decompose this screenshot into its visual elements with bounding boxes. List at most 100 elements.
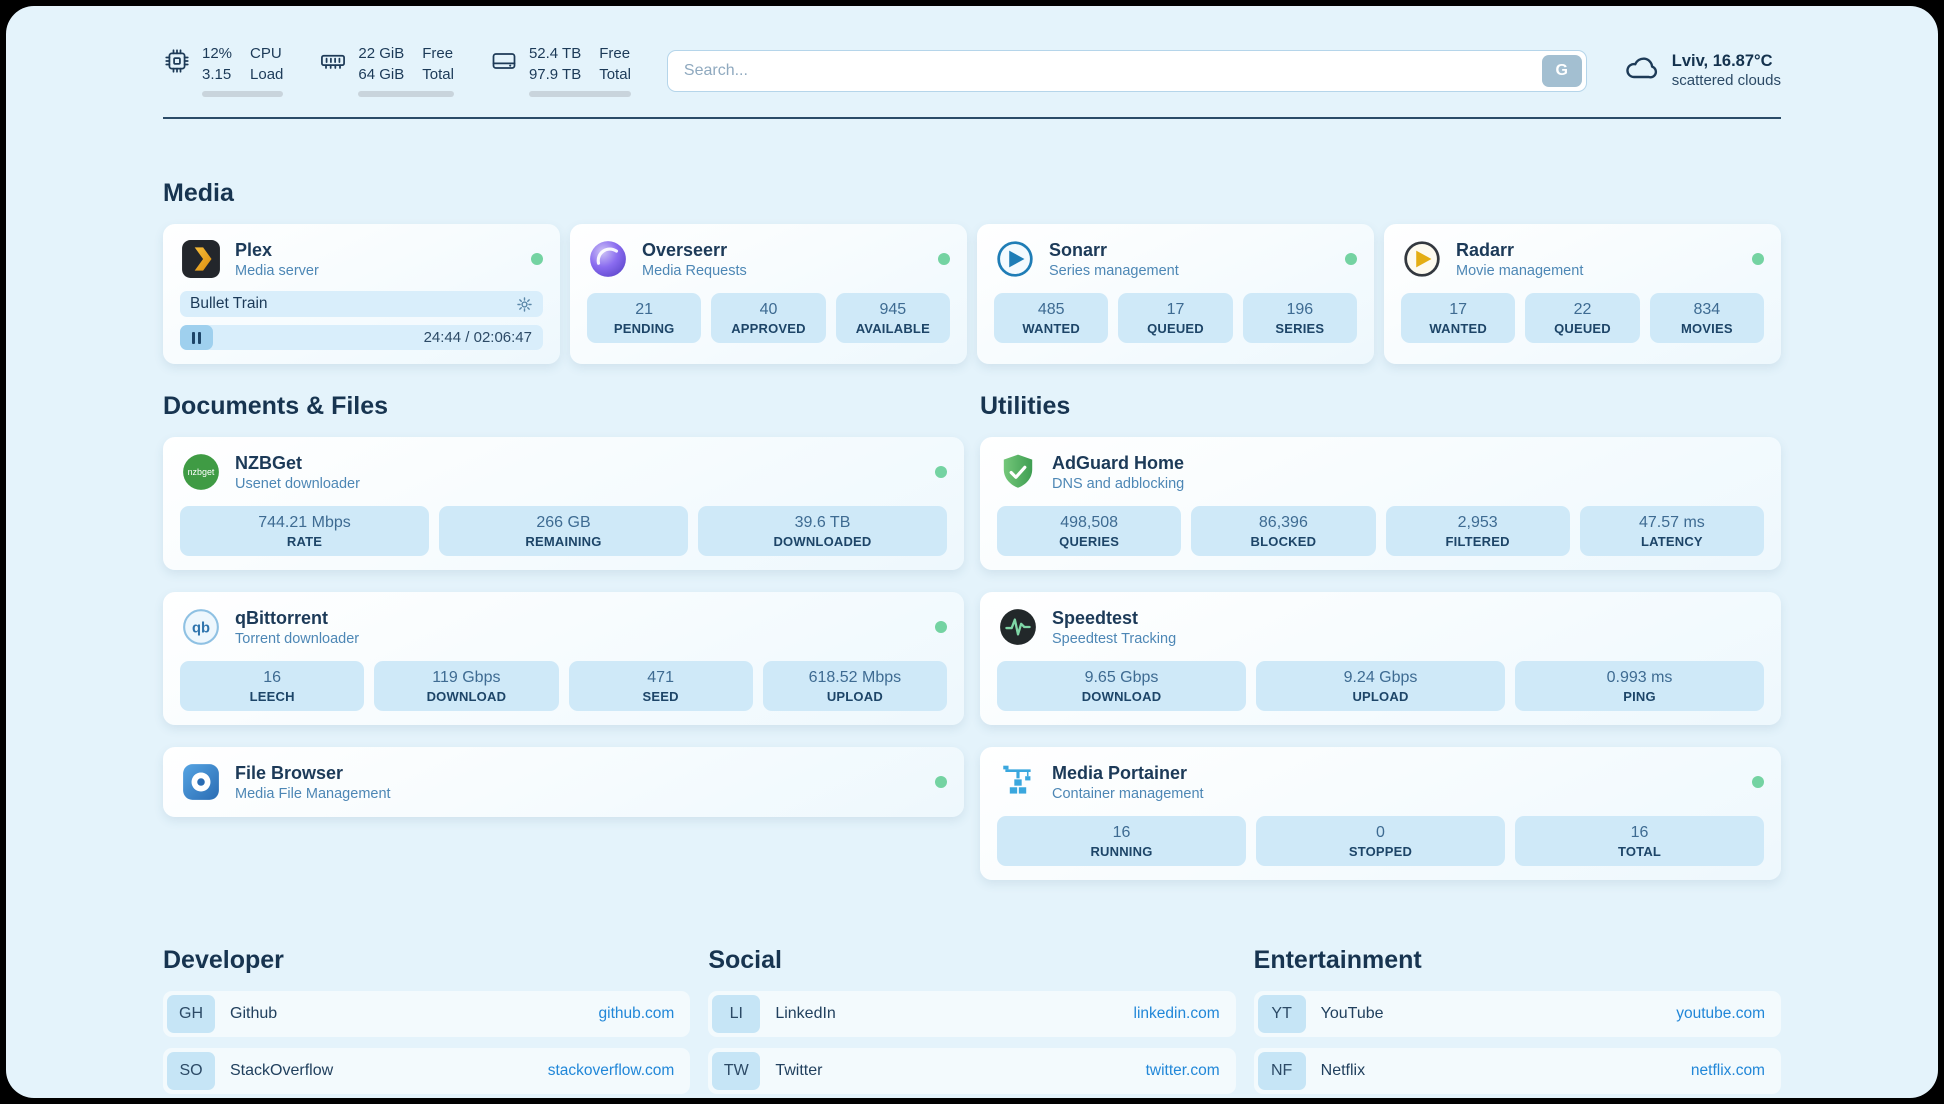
stat-value: 17 [1449,301,1468,318]
playback-time: 24:44 / 02:06:47 [423,329,532,346]
service-name: Radarr [1456,239,1515,260]
service-name: File Browser [235,762,344,783]
stat-box: 485 WANTED [994,293,1109,343]
stat-box: 22 QUEUED [1525,293,1640,343]
stat-value: 119 Gbps [432,669,501,686]
service-card-filebrowser[interactable]: File Browser Media File Management [163,747,964,817]
bookmark-name: LinkedIn [775,1005,836,1022]
bookmark-abbr: YT [1257,995,1306,1033]
service-name: Speedtest [1052,607,1139,628]
status-dot [1752,776,1764,788]
service-card-speedtest[interactable]: Speedtest Speedtest Tracking 9.65 Gbps DO… [980,592,1781,725]
stat-value: 16 [263,669,282,686]
bookmark-name: YouTube [1320,1005,1384,1022]
stat-box: 16 TOTAL [1515,816,1764,866]
service-card-nzbget[interactable]: nzbget NZBGet Usenet downloader 744.21 M… [163,437,964,570]
stat-value: 16 [1630,824,1649,841]
stat-label: UPLOAD [1352,689,1409,704]
section-title-developer: Developer [163,946,284,974]
nzbget-icon: nzbget [180,451,222,493]
disk-free-label: Free [599,45,631,62]
service-subtitle: Usenet downloader [235,475,360,492]
stat-value: 17 [1166,301,1185,318]
status-dot [938,253,950,265]
stat-box: 39.6 TB DOWNLOADED [698,506,947,556]
bookmark-group-developer: Developer GH Github github.com SO StackO… [163,946,691,1098]
search-input[interactable] [666,49,1587,92]
dashboard-page: 12% CPU 3.15 Load 22 [6,6,1938,1098]
bookmark-twitter[interactable]: TW Twitter twitter.com [708,1048,1236,1094]
service-name: Sonarr [1049,239,1108,260]
stat-label: AVAILABLE [855,321,930,336]
service-name: Media Portainer [1052,762,1188,783]
bookmark-abbr: GH [167,995,215,1033]
playback-progress-bar[interactable]: 24:44 / 02:06:47 [180,325,543,350]
bookmark-url[interactable]: stackoverflow.com [547,1062,675,1079]
service-card-adguard[interactable]: AdGuard Home DNS and adblocking 498,508 Q… [980,437,1781,570]
service-subtitle: Speedtest Tracking [1052,630,1177,647]
service-stats: 485 WANTED 17 QUEUED 196 SERIES [994,293,1357,343]
service-subtitle: Media File Management [235,785,391,802]
sonarr-icon [994,238,1036,280]
bookmark-url[interactable]: twitter.com [1145,1062,1220,1079]
stat-value: 498,508 [1060,514,1119,531]
bookmark-name: Twitter [775,1062,823,1079]
stat-box: 16 RUNNING [997,816,1246,866]
status-dot [935,621,947,633]
service-card-overseerr[interactable]: Overseerr Media Requests 21 PENDING 40 APP… [570,224,967,364]
service-subtitle: Movie management [1456,262,1584,279]
service-card-sonarr[interactable]: Sonarr Series management 485 WANTED 17 QUE… [977,224,1374,364]
stat-box: 9.24 Gbps UPLOAD [1256,661,1505,711]
bookmark-url[interactable]: github.com [598,1005,675,1022]
bookmark-url[interactable]: youtube.com [1676,1005,1765,1022]
stat-label: LATENCY [1640,534,1703,549]
gear-icon[interactable] [516,296,533,313]
service-card-portainer[interactable]: Media Portainer Container management 16 R… [980,747,1781,880]
service-stats: 744.21 Mbps RATE 266 GB REMAINING 39.6 TB D… [180,506,947,556]
service-card-qbittorrent[interactable]: qb qBittorrent Torrent downloader 16 LEEC… [163,592,964,725]
bookmark-youtube[interactable]: YT YouTube youtube.com [1253,991,1781,1037]
stat-label: LEECH [249,689,295,704]
stat-value: 945 [879,301,907,318]
pause-button[interactable] [180,325,213,350]
service-card-radarr[interactable]: Radarr Movie management 17 WANTED 22 QUEUE… [1384,224,1781,364]
ram-total-label: Total [422,65,454,83]
status-dot [1345,253,1357,265]
bookmark-url[interactable]: linkedin.com [1133,1005,1220,1022]
stat-value: 471 [647,669,674,686]
bookmark-abbr: NF [1257,1052,1306,1090]
stat-label: PENDING [613,321,675,336]
stat-box: 86,396 BLOCKED [1191,506,1376,556]
stat-label: SERIES [1275,321,1325,336]
stat-value: 2,953 [1457,514,1498,531]
service-card-plex[interactable]: Plex Media server Bullet Train [163,224,560,364]
bookmark-linkedin[interactable]: LI LinkedIn linkedin.com [708,991,1236,1037]
section-documents: Documents & Files nzbget [163,392,964,880]
ram-free: 22 GiB [358,45,405,62]
stat-label: WANTED [1429,321,1487,336]
stat-label: APPROVED [731,321,806,336]
stat-value: 266 GB [536,514,591,531]
svg-text:nzbget: nzbget [188,467,215,477]
disk-total-label: Total [599,65,631,83]
bookmark-group-social: Social LI LinkedIn linkedin.com TW Twitt… [708,946,1236,1098]
bookmark-netflix[interactable]: NF Netflix netflix.com [1253,1048,1781,1094]
stat-value: 485 [1037,301,1065,318]
search-engine-button[interactable]: G [1541,54,1582,87]
stat-label: DOWNLOADED [773,534,872,549]
stat-value: 0 [1376,824,1385,841]
service-name: AdGuard Home [1052,452,1185,473]
disk-progress-bar [528,91,631,97]
stat-box: 17 WANTED [1401,293,1516,343]
stat-box: 945 AVAILABLE [835,293,950,343]
bookmark-github[interactable]: GH Github github.com [163,991,691,1037]
bookmark-url[interactable]: netflix.com [1690,1062,1765,1079]
stat-label: TOTAL [1617,844,1662,859]
weather-location: Lviv, 16.87°C [1671,52,1773,70]
service-name: Plex [235,239,273,260]
stat-value: 22 [1573,301,1592,318]
service-stats: 21 PENDING 40 APPROVED 945 AVAILABLE [587,293,950,343]
disk-free: 52.4 TB [528,45,582,62]
bookmark-stackoverflow[interactable]: SO StackOverflow stackoverflow.com [163,1048,691,1094]
bookmark-abbr: TW [712,1052,761,1090]
